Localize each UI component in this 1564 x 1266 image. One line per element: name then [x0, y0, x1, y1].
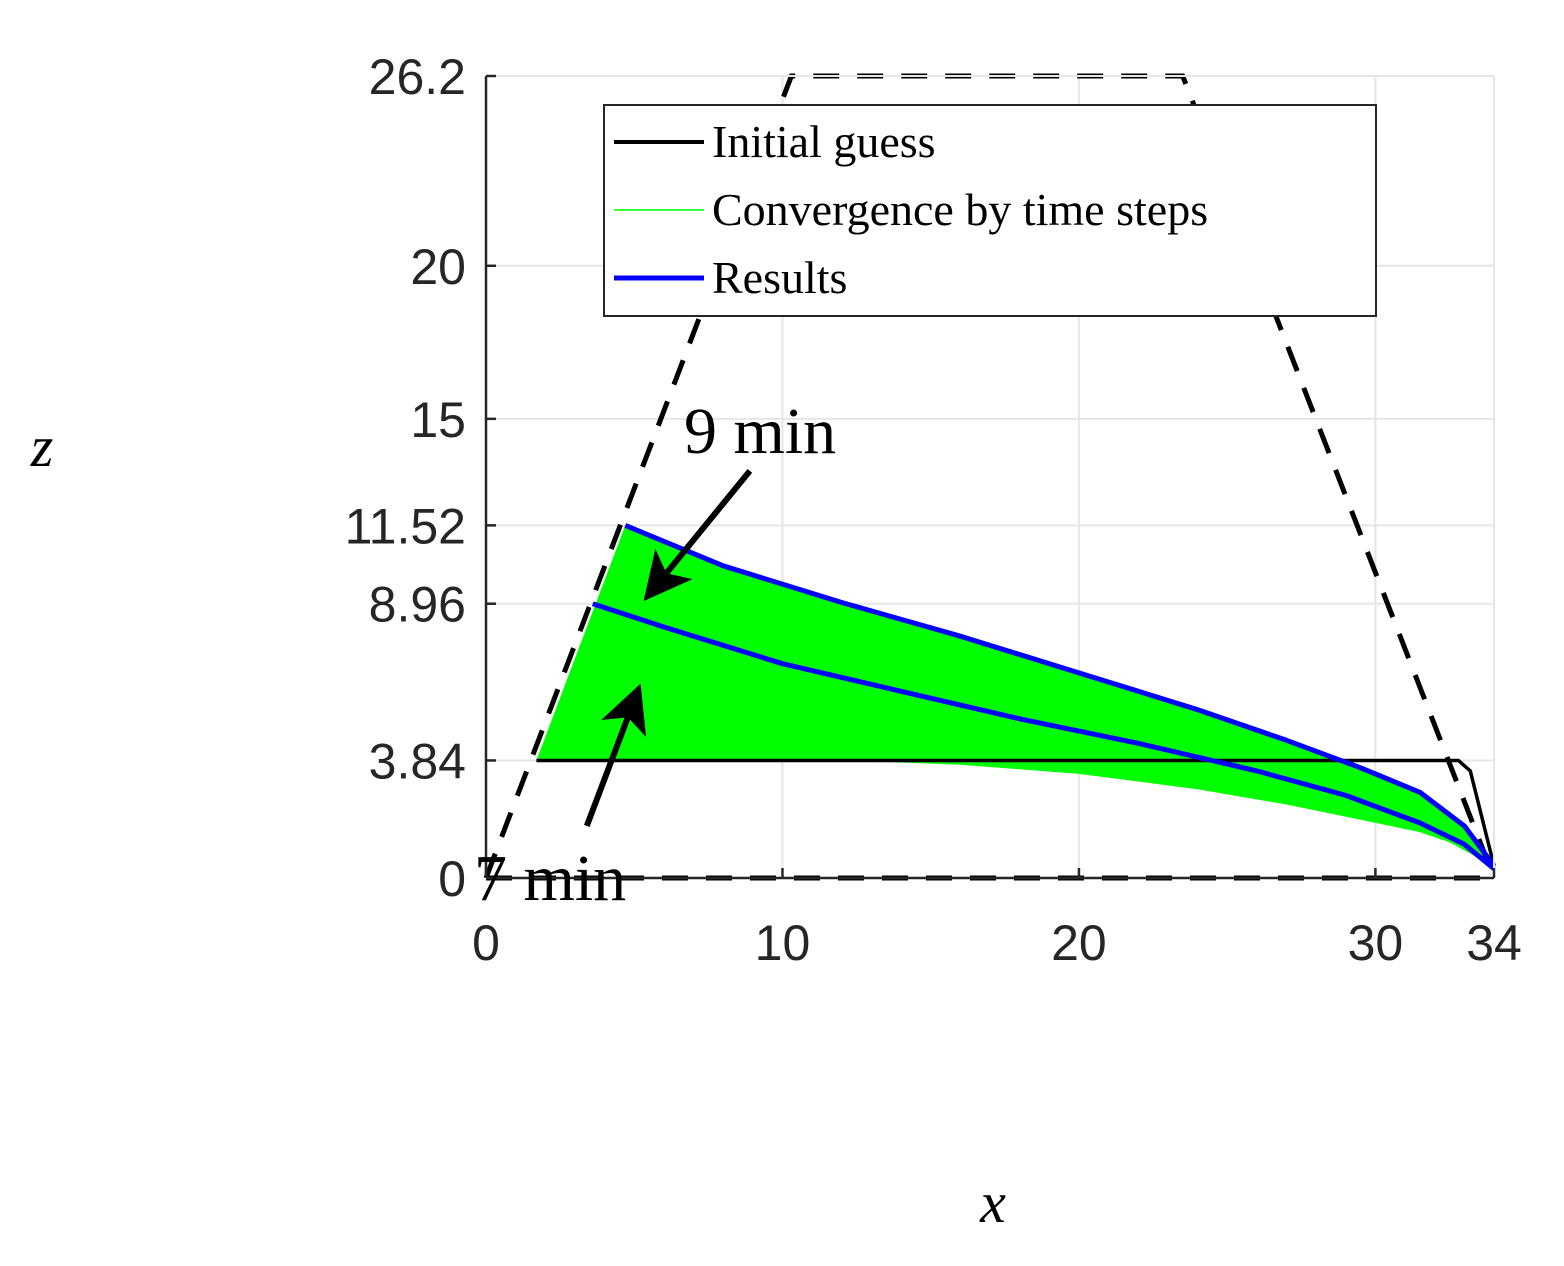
results-line-0: [624, 523, 1497, 868]
legend: Initial guess Convergence by time steps Re…: [603, 104, 1377, 317]
boundary-dashed-line: [483, 73, 1497, 879]
annotation-arrow: [583, 683, 647, 828]
tick-labels: 0 3.84 8.96 11.52 15 20 26.2 0 10 20 30 34: [345, 49, 1522, 971]
annotations: 9 min 7 min: [474, 395, 836, 915]
x-tick-label: 0: [472, 915, 500, 971]
x-tick-label: 20: [1051, 915, 1107, 971]
annotation-arrow: [643, 468, 753, 602]
annotation-label-7min: 7 min: [474, 842, 626, 915]
x-tick-label: 30: [1348, 915, 1404, 971]
results-line-1: [591, 601, 1496, 871]
legend-entry-label: Initial guess: [712, 116, 936, 167]
convergence-fill: [536, 525, 1494, 866]
x-tick-label: 10: [755, 915, 811, 971]
y-tick-label: 11.52: [345, 498, 466, 554]
series-lines: [536, 523, 1497, 871]
y-tick-label: 26.2: [369, 49, 466, 105]
y-tick-label: 0: [438, 851, 466, 907]
axes: [484, 74, 1496, 880]
y-tick-label: 20: [410, 239, 466, 295]
annotation-label-9min: 9 min: [684, 395, 836, 468]
initial-guess-line: [536, 758, 1496, 867]
convergence-region: [536, 525, 1495, 867]
legend-entry-label: Results: [712, 252, 847, 303]
x-tick-label: 34: [1466, 915, 1522, 971]
y-tick-label: 8.96: [369, 577, 466, 633]
y-tick-label: 15: [410, 392, 466, 448]
y-axis-label: z: [30, 414, 54, 479]
legend-box: [603, 104, 1377, 317]
y-tick-label: 3.84: [369, 733, 466, 789]
x-axis-label: x: [979, 1170, 1006, 1235]
legend-entry-label: Convergence by time steps: [712, 184, 1208, 235]
